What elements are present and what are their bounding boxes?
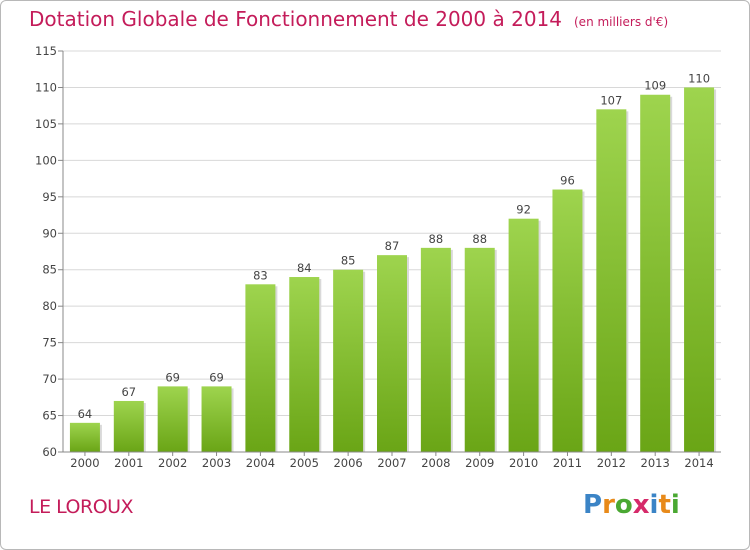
bar <box>552 189 583 452</box>
y-tick-label: 90 <box>42 226 57 240</box>
x-tick-label: 2011 <box>553 456 582 470</box>
chart-title: Dotation Globale de Fonctionnement de 20… <box>29 7 562 31</box>
x-tick-label: 2004 <box>246 456 275 470</box>
logo-letter: P <box>583 490 603 520</box>
bar <box>245 284 276 452</box>
x-tick-label: 2006 <box>333 456 362 470</box>
bar-value-label: 107 <box>600 93 622 107</box>
y-tick-label: 115 <box>35 44 57 58</box>
bar-value-label: 69 <box>165 370 180 384</box>
y-tick-label: 85 <box>42 263 57 277</box>
y-tick-label: 65 <box>42 409 57 423</box>
y-tick-label: 70 <box>42 372 57 386</box>
x-tick-label: 2002 <box>158 456 187 470</box>
x-tick-label: 2010 <box>509 456 538 470</box>
y-tick-label: 80 <box>42 299 57 313</box>
proxiti-logo[interactable]: Proxiti <box>583 490 680 520</box>
bar-value-label: 83 <box>253 268 268 282</box>
x-tick-label: 2001 <box>114 456 143 470</box>
chart-title-row: Dotation Globale de Fonctionnement de 20… <box>29 7 668 31</box>
bar-value-label: 84 <box>297 261 312 275</box>
bar-value-label: 110 <box>688 71 710 85</box>
bar-value-label: 92 <box>516 203 531 217</box>
bar-value-label: 88 <box>429 232 444 246</box>
data-labels: 64 67 69 69 83 84 85 87 88 88 92 96 107 109 110 <box>78 71 710 420</box>
bar-value-label: 109 <box>644 79 666 93</box>
x-tick-label: 2000 <box>70 456 99 470</box>
bars <box>69 87 717 453</box>
y-tick-label: 110 <box>35 80 57 94</box>
y-tick-label: 75 <box>42 336 57 350</box>
x-tick-label: 2007 <box>377 456 406 470</box>
bar-value-label: 64 <box>78 407 93 421</box>
logo-letter: o <box>614 490 633 520</box>
logo-letter: t <box>658 490 671 520</box>
location-name: LE LOROUX <box>29 496 134 518</box>
bar <box>69 422 100 452</box>
bar-value-label: 88 <box>472 232 487 246</box>
x-tick-label: 2012 <box>597 456 626 470</box>
logo-letter: i <box>649 490 659 520</box>
axes: 60 65 70 75 80 85 90 95 100 105 110 115 2000 2001 2002… <box>35 44 721 470</box>
x-tick-label: 2003 <box>202 456 231 470</box>
x-tick-label: 2005 <box>290 456 319 470</box>
bar <box>420 247 451 452</box>
y-tick-label: 95 <box>42 190 57 204</box>
x-tick-label: 2008 <box>421 456 450 470</box>
x-tick-label: 2009 <box>465 456 494 470</box>
bar <box>289 277 320 452</box>
x-tick-label: 2014 <box>684 456 713 470</box>
y-tick-label: 105 <box>35 117 57 131</box>
bar-value-label: 67 <box>121 385 136 399</box>
bar-value-label: 69 <box>209 370 224 384</box>
bar <box>201 386 232 452</box>
bar <box>464 247 495 452</box>
bar <box>377 255 407 452</box>
bar <box>157 386 188 452</box>
bar <box>508 218 539 452</box>
bar <box>596 109 627 452</box>
logo-letter: i <box>670 490 680 520</box>
y-tick-label: 60 <box>42 445 57 459</box>
bar <box>333 269 364 452</box>
bar <box>113 400 144 452</box>
x-tick-label: 2013 <box>641 456 670 470</box>
bar-value-label: 85 <box>341 254 356 268</box>
bar-value-label: 87 <box>385 239 400 253</box>
logo-letter: x <box>632 490 650 520</box>
bar <box>684 87 715 453</box>
chart-subtitle: (en milliers d'€) <box>574 15 669 29</box>
bar <box>640 94 671 452</box>
logo-letter: r <box>602 490 615 520</box>
y-tick-label: 100 <box>35 153 57 167</box>
bar-value-label: 96 <box>560 174 575 188</box>
